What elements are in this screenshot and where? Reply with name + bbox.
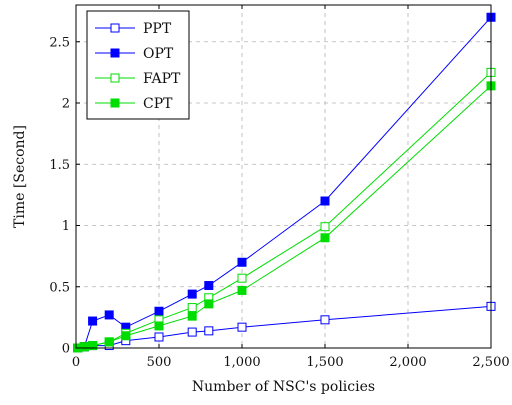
ticks: 0 500 1,000 1,500 2,000 2,500 0 0.5 1 1.5 2 2.5 <box>49 5 510 370</box>
data-point <box>104 337 114 347</box>
series-cpt <box>73 81 496 353</box>
x-tick-label: 0 <box>72 355 80 370</box>
series-layer <box>73 12 496 353</box>
y-tick-label: 0.5 <box>49 280 70 295</box>
y-tick-label: 2.5 <box>49 35 70 50</box>
x-axis-label: Number of NSC's policies <box>192 379 375 395</box>
legend-item-opt: OPT <box>95 46 174 62</box>
plot-frame <box>75 4 492 349</box>
series-ppt <box>73 301 496 353</box>
data-point <box>187 311 197 321</box>
y-tick-label: 2 <box>62 97 70 112</box>
data-point <box>237 273 247 283</box>
y-tick-label: 0 <box>62 342 70 357</box>
legend-item-cpt: CPT <box>95 96 173 112</box>
legend-marker <box>110 23 120 33</box>
legend-label: PPT <box>143 21 172 37</box>
data-point <box>237 285 247 295</box>
legend-marker <box>110 73 120 83</box>
legend-box <box>86 10 190 120</box>
data-point <box>154 321 164 331</box>
data-point <box>154 306 164 316</box>
data-point <box>237 322 247 332</box>
y-tick-label: 1.5 <box>49 158 70 173</box>
legend-marker <box>110 98 120 108</box>
data-point <box>88 316 98 326</box>
data-point <box>320 222 330 232</box>
legend: PPT OPT FAPT CPT <box>86 10 190 120</box>
legend-label: FAPT <box>143 71 181 87</box>
data-point <box>187 327 197 337</box>
legend-item-fapt: FAPT <box>95 71 181 87</box>
x-tick-label: 1,500 <box>306 355 343 370</box>
series-line <box>77 85 492 349</box>
data-point <box>88 341 98 351</box>
data-point <box>79 342 89 352</box>
data-point <box>187 303 197 313</box>
y-tick-label: 1 <box>62 219 70 234</box>
legend-label: CPT <box>143 96 173 112</box>
data-point <box>320 196 330 206</box>
y-axis-label: Time [Second] <box>12 125 28 228</box>
legend-label: OPT <box>143 46 174 62</box>
x-tick-label: 2,500 <box>472 355 509 370</box>
x-tick-label: 1,000 <box>223 355 260 370</box>
data-point <box>320 233 330 243</box>
data-point <box>204 299 214 309</box>
legend-marker <box>110 48 120 58</box>
x-tick-label: 500 <box>147 355 172 370</box>
legend-item-ppt: PPT <box>95 21 172 37</box>
x-tick-label: 2,000 <box>389 355 426 370</box>
data-point <box>204 281 214 291</box>
data-point <box>154 332 164 342</box>
grid <box>76 5 491 348</box>
data-point <box>121 331 131 341</box>
data-point <box>104 310 114 320</box>
data-point <box>187 289 197 299</box>
data-point <box>237 257 247 267</box>
data-point <box>320 315 330 325</box>
data-point <box>204 326 214 336</box>
